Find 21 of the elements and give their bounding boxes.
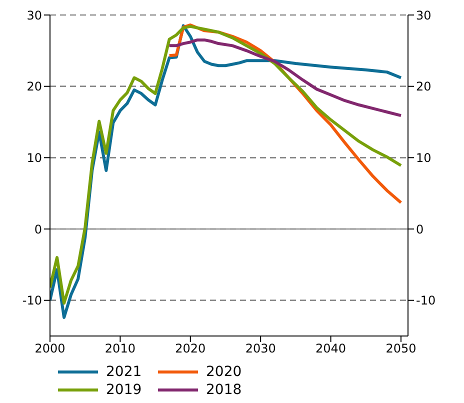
x-tick-label: 2010	[104, 342, 136, 356]
y2-tick-label: 30	[416, 8, 432, 22]
x-tick-label: 2040	[316, 342, 346, 356]
legend-label: 2019	[106, 382, 142, 398]
legend-label: 2020	[206, 364, 242, 380]
y2-tick-label: 0	[416, 222, 424, 236]
y2-tick-label: 20	[416, 80, 432, 94]
legend-label: 2021	[106, 364, 142, 380]
y-tick-label: -10	[22, 294, 42, 308]
x-tick-label: 2000	[34, 342, 66, 356]
line-series	[168, 38, 402, 118]
y-tick-label: 20	[26, 80, 42, 94]
x-tick-label: 2030	[245, 342, 276, 356]
y2-tick-label: -10	[416, 294, 436, 308]
x-tick-label: 2050	[386, 342, 416, 356]
x-tick-label: 2020	[175, 342, 206, 356]
y2-tick-label: 10	[416, 150, 432, 165]
legend-label: 2018	[206, 382, 242, 398]
y-tick-label: 30	[26, 8, 42, 22]
y-tick-label: 10	[26, 150, 42, 165]
y-tick-label: 0	[34, 222, 42, 236]
